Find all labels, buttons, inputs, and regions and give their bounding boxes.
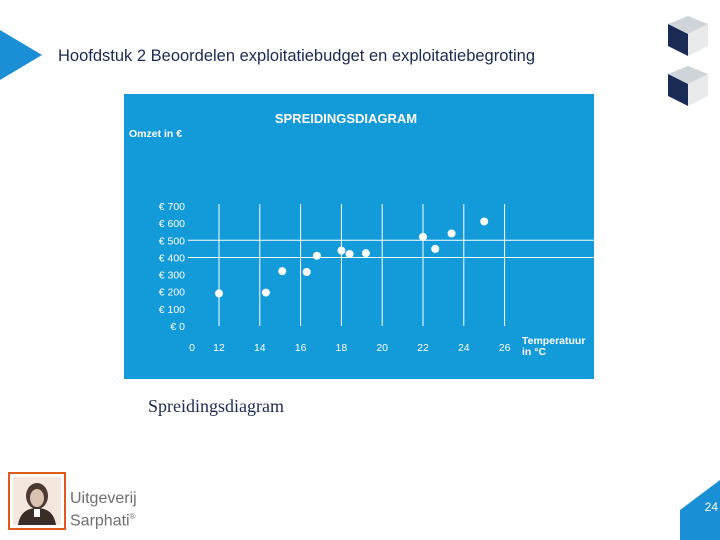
- data-point: [345, 250, 354, 259]
- x-tick-label: 22: [417, 342, 429, 354]
- y-tick-label: € 600: [159, 218, 185, 230]
- publisher-line-1: Uitgeverij: [70, 490, 137, 507]
- page-badge: [680, 480, 720, 540]
- x-axis-label: Temperatuur in °C: [522, 335, 588, 358]
- x-axis-label-line-2: in °C: [522, 346, 546, 358]
- x-tick-label: 24: [458, 342, 470, 354]
- data-points: [215, 217, 489, 298]
- y-tick-label: € 300: [159, 270, 185, 282]
- y-tick-label: € 100: [159, 304, 185, 316]
- publisher-name: Uitgeverij Sarphati®: [70, 490, 137, 530]
- data-point: [261, 288, 270, 297]
- x-tick-label: 26: [499, 342, 511, 354]
- data-point: [312, 251, 321, 260]
- data-point: [431, 244, 440, 253]
- corner-cube-decoration: [668, 16, 708, 106]
- x-tick-label: 0: [189, 342, 195, 354]
- x-tick-label: 14: [254, 342, 266, 354]
- scatter-chart: SPREIDINGSDIAGRAM Omzet in € € 0 € 100 € 2…: [129, 111, 594, 358]
- data-point: [361, 249, 370, 258]
- left-arrow-decoration: [0, 30, 42, 80]
- y-tick-label: € 700: [159, 201, 185, 213]
- data-point: [302, 268, 311, 277]
- x-tick-label: 16: [295, 342, 307, 354]
- x-tick-label: 20: [376, 342, 388, 354]
- publisher-logo: [8, 472, 66, 530]
- data-point: [215, 289, 223, 298]
- y-tick-label: € 400: [159, 252, 185, 264]
- x-tick-label: 18: [336, 342, 348, 354]
- y-tick-label: € 500: [159, 235, 185, 247]
- y-tick-label: € 0: [170, 321, 185, 333]
- data-point: [419, 232, 427, 241]
- grid-lines: [188, 204, 594, 326]
- data-point: [447, 229, 456, 238]
- tick-labels: € 0 € 100 € 200 € 300 € 400 € 500 € 600 € 700 0 1…: [159, 201, 511, 354]
- y-axis-label: Omzet in €: [129, 128, 182, 140]
- page-number: 24: [704, 500, 718, 514]
- y-tick-label: € 200: [159, 287, 185, 299]
- figure-caption: Spreidingsdiagram: [148, 396, 284, 416]
- registered-mark: ®: [129, 512, 136, 521]
- x-axis-label-line-1: Temperatuur: [522, 335, 585, 347]
- publisher-line-2: Sarphati: [70, 512, 130, 530]
- data-point: [480, 217, 489, 226]
- scatter-chart-panel: SPREIDINGSDIAGRAM Omzet in € € 0 € 100 € 2…: [124, 94, 594, 379]
- x-tick-label: 12: [213, 342, 225, 354]
- data-point: [278, 267, 287, 276]
- page-title: Hoofdstuk 2 Beoordelen exploitatiebudget…: [58, 47, 536, 65]
- chart-title: SPREIDINGSDIAGRAM: [275, 111, 417, 126]
- data-point: [337, 246, 346, 255]
